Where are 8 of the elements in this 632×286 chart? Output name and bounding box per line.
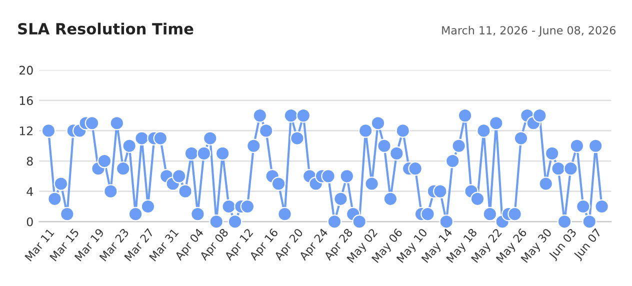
y-tick-label: 12 (20, 126, 32, 136)
y-tick-label: 16 (20, 96, 33, 106)
chart-title: SLA Resolution Time (18, 22, 194, 35)
chart-subtitle: March 11, 2026 - June 08, 2026 (442, 26, 616, 37)
y-tick-label: 8 (26, 156, 33, 166)
y-tick-label: 20 (19, 66, 33, 75)
y-tick-label: 4 (26, 187, 33, 196)
y-tick-label: 0 (26, 217, 33, 226)
